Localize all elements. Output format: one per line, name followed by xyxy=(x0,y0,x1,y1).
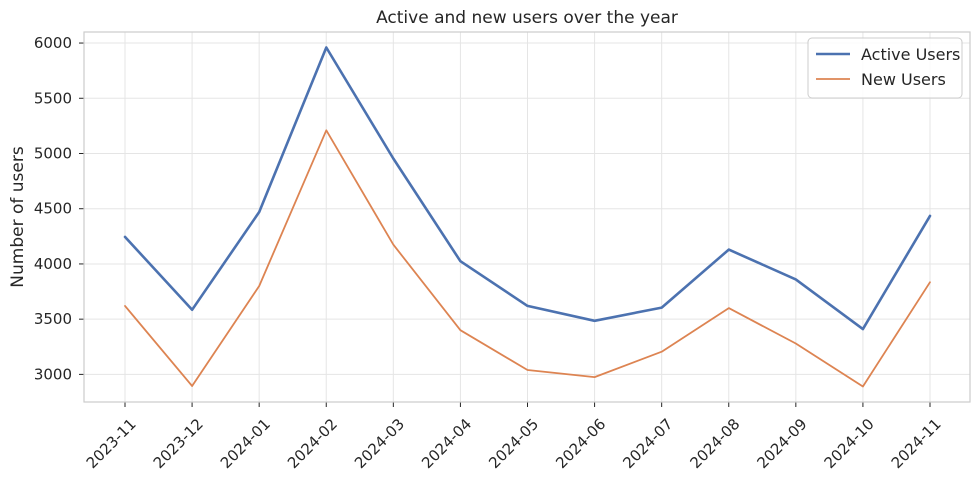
legend: Active Users New Users xyxy=(807,37,963,99)
y-tick-label: 6000 xyxy=(34,34,72,52)
chart-title: Active and new users over the year xyxy=(376,8,678,28)
y-tick-label: 5500 xyxy=(34,89,72,107)
y-axis-title: Number of users xyxy=(8,146,28,288)
y-tick-label: 3000 xyxy=(34,365,72,383)
y-tick-label: 5000 xyxy=(34,144,72,162)
legend-label: Active Users xyxy=(861,45,960,64)
legend-label: New Users xyxy=(861,70,946,89)
series-line-active-users xyxy=(123,46,932,331)
series-line-new-users xyxy=(124,129,931,388)
plot-frame xyxy=(83,31,971,403)
y-tick-label: 4500 xyxy=(34,200,72,218)
y-tick-label: 4000 xyxy=(34,255,72,273)
y-tick-label: 3500 xyxy=(34,310,72,328)
series-lines xyxy=(123,46,932,388)
